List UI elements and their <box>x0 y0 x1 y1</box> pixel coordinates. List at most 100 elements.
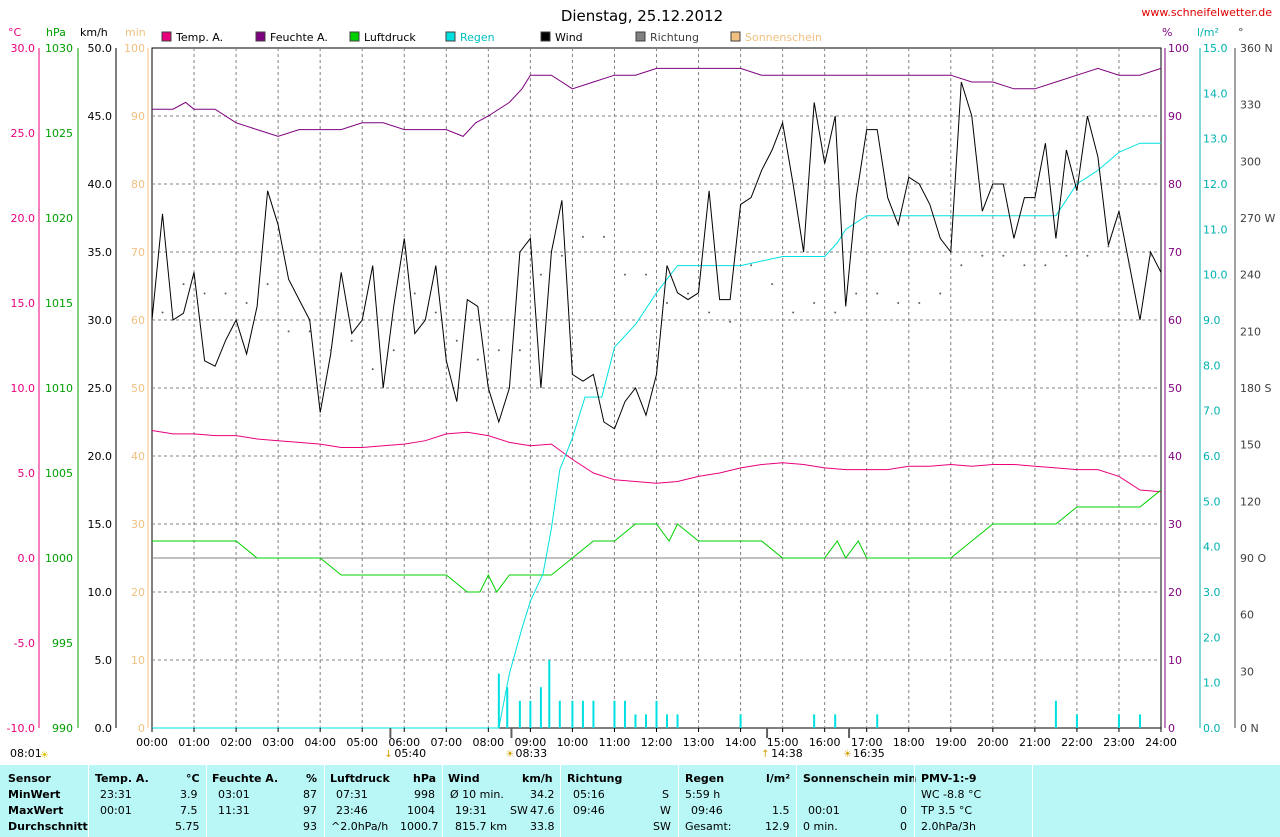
pmv-pressure-trend: 2.0hPa/3h <box>921 820 977 833</box>
time-tick: 20:00 <box>977 736 1009 749</box>
wind-avg10-label: Ø 10 min. <box>450 788 504 801</box>
sun-axis-tick: 100 <box>124 42 145 55</box>
wind-axis-tick: 30.0 <box>88 314 113 327</box>
direction-dot <box>266 283 269 286</box>
pressure-axis-tick: 1015 <box>45 297 73 310</box>
rain-axis-tick: 7.0 <box>1203 405 1221 418</box>
sun-axis-tick: 70 <box>131 246 145 259</box>
sun-axis-tick: 80 <box>131 178 145 191</box>
direction-dot <box>308 330 311 333</box>
direction-dot <box>876 292 879 295</box>
direction-axis-tick: 60 <box>1240 609 1254 622</box>
direction-dot <box>792 311 795 314</box>
temp-axis-tick: 15.0 <box>11 297 36 310</box>
direction-dot <box>1086 254 1089 257</box>
wind-axis-tick: 35.0 <box>88 246 113 259</box>
dir-r3: SW <box>653 820 671 833</box>
grid <box>151 47 1162 729</box>
pressure-axis-tick: 1025 <box>45 127 73 140</box>
direction-dot <box>1149 254 1152 257</box>
temp-axis-tick: 0.0 <box>18 552 36 565</box>
direction-dot <box>813 302 816 304</box>
legend-swatch <box>349 31 360 42</box>
sun-axis-tick: 40 <box>131 450 145 463</box>
time-tick: 15:00 <box>767 736 799 749</box>
sun-axis-tick: 0 <box>138 722 145 735</box>
direction-dot <box>434 311 437 314</box>
pmv-windchill: WC -8.8 °C <box>921 788 982 801</box>
time-marker-symbol: ☀ <box>843 749 852 760</box>
rain-axis-tick: 3.0 <box>1203 586 1221 599</box>
press-avg: 1000.7 <box>400 820 439 833</box>
hum-avg: 93 <box>303 820 317 833</box>
temp-line <box>151 430 1162 493</box>
legend-label: Regen <box>460 31 495 44</box>
direction-dot <box>729 320 732 323</box>
rain-axis-tick: 14.0 <box>1203 87 1228 100</box>
direction-dot <box>939 292 942 295</box>
weather-chart: 30.025.020.015.010.05.00.0-5.0-10.010301… <box>7 6 1276 761</box>
wind-axis-tick: 45.0 <box>88 110 113 123</box>
rain-axis-tick: 2.0 <box>1203 631 1221 644</box>
footer-wind-unit: km/h <box>522 772 553 785</box>
rain-unit: l/m² <box>1197 26 1219 39</box>
wind-line <box>151 81 1162 430</box>
time-tick: 06:00 <box>388 736 420 749</box>
temp-max-time: 00:01 <box>100 804 132 817</box>
rain-axis-tick: 12.0 <box>1203 178 1228 191</box>
temp-axis-tick: 5.0 <box>18 467 36 480</box>
direction-dot <box>602 235 605 238</box>
rain-duration: 5:59 h <box>685 788 721 801</box>
temp-max: 7.5 <box>180 804 198 817</box>
rain-max-time: 09:46 <box>691 804 723 817</box>
direction-dot <box>750 264 753 267</box>
footer-min-label: MinWert <box>8 788 61 801</box>
direction-axis-tick: 360 N <box>1240 42 1273 55</box>
sun-max-time: 00:01 <box>808 804 840 817</box>
website-label: www.schneifelwetter.de <box>1141 6 1272 19</box>
sun-axis-tick: 20 <box>131 586 145 599</box>
direction-dot <box>497 349 500 352</box>
time-tick: 04:00 <box>304 736 336 749</box>
press-trend: ^2.0hPa/h <box>331 820 389 833</box>
press-max-time: 23:46 <box>336 804 368 817</box>
time-tick: 07:00 <box>430 736 462 749</box>
sun-axis-tick: 60 <box>131 314 145 327</box>
time-marker-label: 16:35 <box>853 747 885 760</box>
legend-swatch <box>730 31 741 42</box>
direction-dot <box>182 283 185 286</box>
direction-dot <box>350 339 353 342</box>
humidity-axis-tick: 80 <box>1168 178 1182 191</box>
time-marker-label: 08:33 <box>515 747 547 760</box>
pmv-dewpoint: TP 3.5 °C <box>921 804 973 817</box>
direction-axis-tick: 150 <box>1240 439 1261 452</box>
humidity-axis-tick: 90 <box>1168 110 1182 123</box>
direction-unit: ° <box>1238 26 1244 39</box>
time-marker-symbol: ↓ <box>384 749 392 760</box>
time-tick: 10:00 <box>557 736 589 749</box>
time-tick: 12:00 <box>641 736 673 749</box>
footer-rain-header: Regen <box>685 772 725 785</box>
direction-dot <box>455 339 458 342</box>
temp-axis-tick: -5.0 <box>14 637 35 650</box>
rain-axis-tick: 13.0 <box>1203 133 1228 146</box>
legend-label: Temp. A. <box>175 31 223 44</box>
wind-axis-tick: 50.0 <box>88 42 113 55</box>
time-tick: 01:00 <box>178 736 210 749</box>
axes: 30.025.020.015.010.05.00.0-5.0-10.010301… <box>7 26 1276 735</box>
direction-dot <box>918 302 921 304</box>
footer-avg-label: Durchschnitt <box>8 820 88 833</box>
direction-dot <box>161 311 164 314</box>
time-marker-symbol: ☀ <box>505 749 514 760</box>
direction-dot <box>771 283 774 286</box>
corner-sun-icon: ☀ <box>40 750 49 761</box>
rain-total: 12.9 <box>765 820 790 833</box>
legend-label: Sonnenschein <box>745 31 822 44</box>
time-marker-label: 14:38 <box>771 747 803 760</box>
sun-unit: min <box>125 26 146 39</box>
temp-axis-tick: 25.0 <box>11 127 36 140</box>
direction-dot <box>1107 245 1110 248</box>
sun-axis-tick: 50 <box>131 382 145 395</box>
pressure-axis-tick: 1030 <box>45 42 73 55</box>
wind-axis-tick: 40.0 <box>88 178 113 191</box>
